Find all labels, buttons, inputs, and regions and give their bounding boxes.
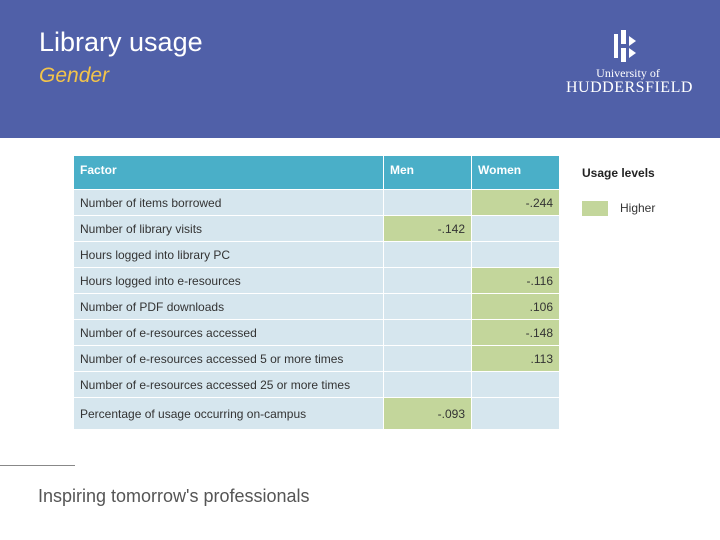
men-cell: -.093 bbox=[383, 397, 472, 430]
table-header-row: Factor Men Women bbox=[73, 155, 560, 190]
women-cell: -.244 bbox=[471, 189, 560, 216]
legend-title: Usage levels bbox=[582, 166, 655, 180]
footer-tagline: Inspiring tomorrow's professionals bbox=[38, 486, 310, 506]
men-cell bbox=[383, 319, 472, 346]
women-cell: -.148 bbox=[471, 319, 560, 346]
men-cell bbox=[383, 371, 472, 398]
factor-cell: Number of items borrowed bbox=[73, 189, 384, 216]
table-row: Hours logged into library PC bbox=[73, 241, 560, 268]
table-row: Number of library visits -.142 bbox=[73, 215, 560, 242]
table-row: Hours logged into e-resources -.116 bbox=[73, 267, 560, 294]
men-cell bbox=[383, 345, 472, 372]
column-header-factor: Factor bbox=[73, 155, 384, 190]
slide-header: Library usage Gender University of HUDDE… bbox=[0, 0, 720, 138]
usage-table: Factor Men Women Number of items borrowe… bbox=[73, 155, 560, 430]
legend-swatch-higher bbox=[582, 201, 608, 216]
factor-cell: Number of e-resources accessed 25 or mor… bbox=[73, 371, 384, 398]
men-cell bbox=[383, 293, 472, 320]
slide-subtitle: Gender bbox=[39, 64, 110, 87]
table-row: Number of e-resources accessed 25 or mor… bbox=[73, 371, 560, 398]
footer-divider bbox=[0, 465, 75, 466]
legend-label-higher: Higher bbox=[620, 201, 656, 215]
women-cell: .106 bbox=[471, 293, 560, 320]
factor-cell: Number of e-resources accessed bbox=[73, 319, 384, 346]
table-row: Percentage of usage occurring on-campus … bbox=[73, 397, 560, 430]
factor-cell: Number of e-resources accessed 5 or more… bbox=[73, 345, 384, 372]
factor-cell: Number of library visits bbox=[73, 215, 384, 242]
slide-title: Library usage bbox=[39, 27, 203, 57]
university-logo: University of HUDDERSFIELD bbox=[566, 28, 693, 98]
logo-text-huddersfield: HUDDERSFIELD bbox=[566, 79, 693, 96]
column-header-women: Women bbox=[471, 155, 560, 190]
table-row: Number of e-resources accessed 5 or more… bbox=[73, 345, 560, 372]
women-cell: -.116 bbox=[471, 267, 560, 294]
men-cell bbox=[383, 267, 472, 294]
column-header-men: Men bbox=[383, 155, 472, 190]
table-row: Number of e-resources accessed -.148 bbox=[73, 319, 560, 346]
women-cell bbox=[471, 241, 560, 268]
factor-cell: Hours logged into e-resources bbox=[73, 267, 384, 294]
table-row: Number of items borrowed -.244 bbox=[73, 189, 560, 216]
logo-text-university-of: University of bbox=[596, 66, 660, 80]
women-cell bbox=[471, 371, 560, 398]
women-cell bbox=[471, 397, 560, 430]
factor-cell: Hours logged into library PC bbox=[73, 241, 384, 268]
factor-cell: Number of PDF downloads bbox=[73, 293, 384, 320]
women-cell bbox=[471, 215, 560, 242]
table-row: Number of PDF downloads .106 bbox=[73, 293, 560, 320]
men-cell bbox=[383, 189, 472, 216]
women-cell: .113 bbox=[471, 345, 560, 372]
men-cell bbox=[383, 241, 472, 268]
men-cell: -.142 bbox=[383, 215, 472, 242]
factor-cell: Percentage of usage occurring on-campus bbox=[73, 397, 384, 430]
university-crest-icon bbox=[614, 30, 636, 62]
